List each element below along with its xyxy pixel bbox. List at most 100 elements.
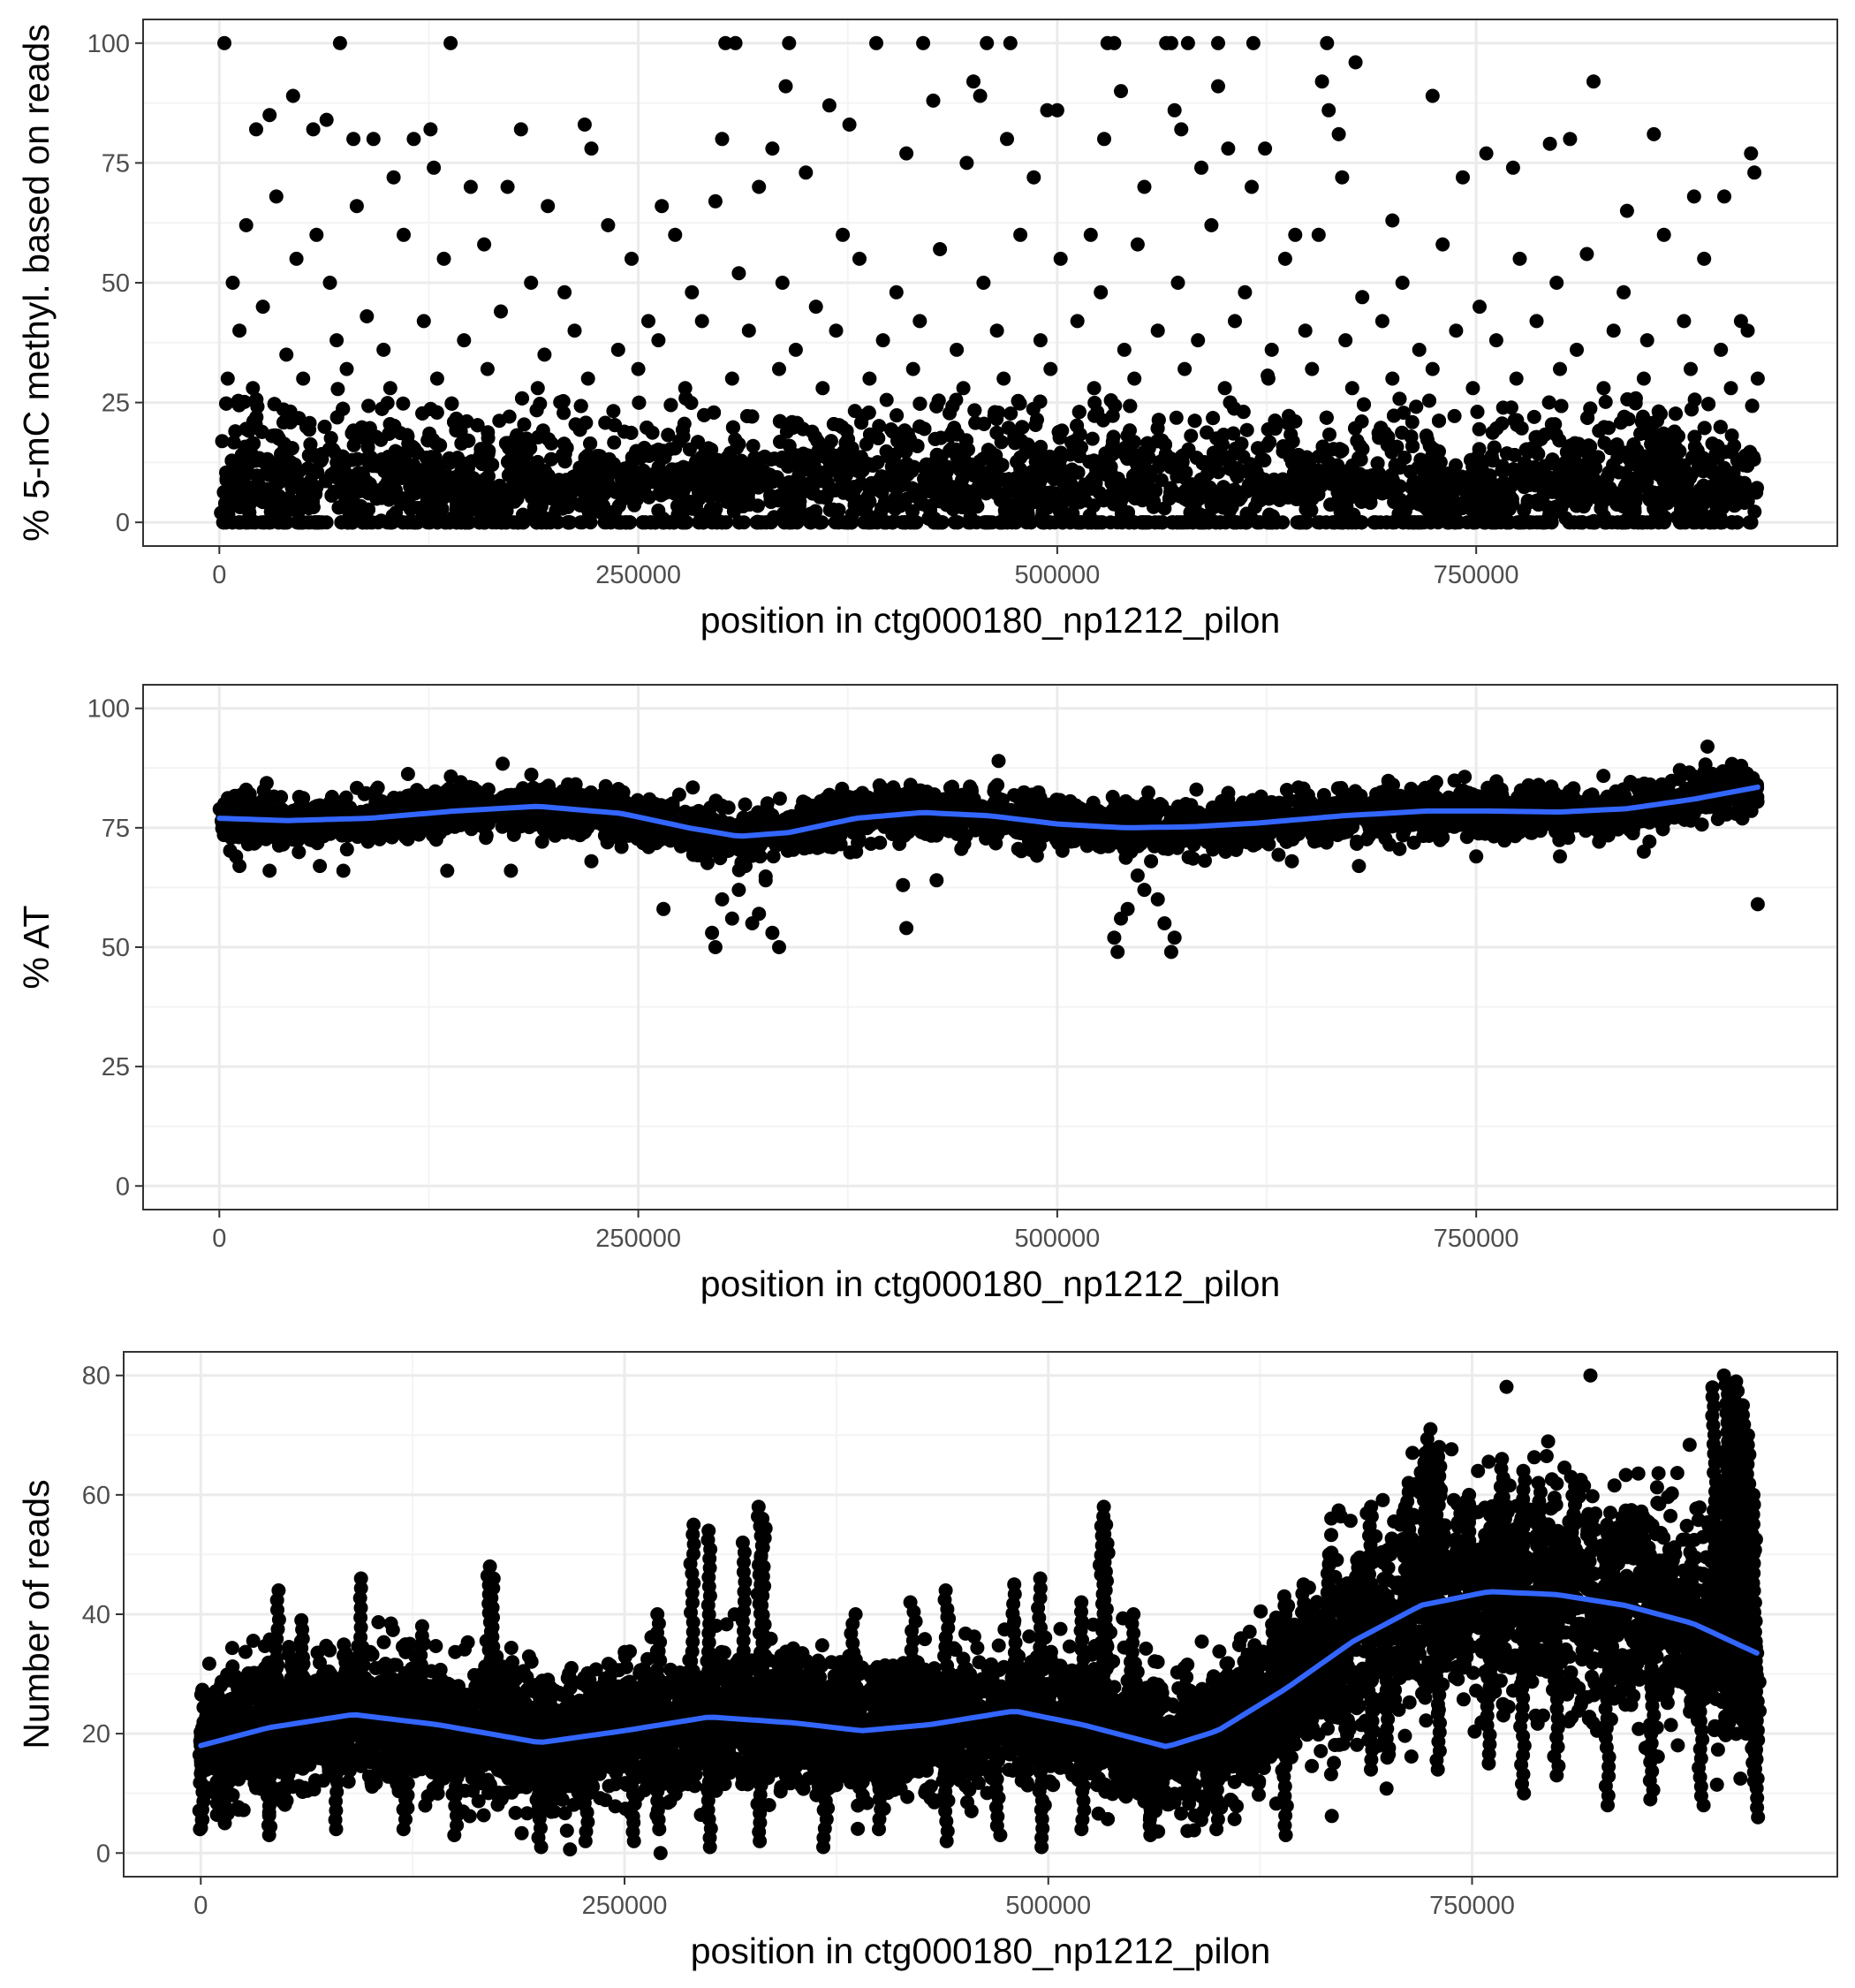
data-point bbox=[1696, 478, 1711, 493]
data-point bbox=[749, 477, 764, 492]
data-point bbox=[1208, 515, 1223, 530]
data-point bbox=[1726, 466, 1741, 481]
data-point bbox=[1616, 409, 1632, 424]
data-point bbox=[767, 510, 782, 525]
data-point bbox=[308, 487, 323, 502]
data-point bbox=[1223, 461, 1238, 476]
data-point bbox=[1487, 515, 1502, 530]
data-point bbox=[1069, 433, 1084, 448]
data-point bbox=[910, 438, 925, 453]
data-point bbox=[415, 406, 430, 421]
data-point bbox=[1123, 398, 1138, 414]
data-point bbox=[330, 382, 345, 397]
data-point bbox=[1008, 436, 1023, 451]
data-point bbox=[950, 479, 965, 494]
data-point bbox=[640, 421, 655, 435]
data-point bbox=[624, 425, 639, 440]
data-point bbox=[1425, 442, 1440, 457]
data-point bbox=[1239, 422, 1254, 437]
data-point bbox=[1495, 400, 1510, 415]
data-point bbox=[1599, 515, 1614, 530]
data-point bbox=[1548, 417, 1563, 432]
data-point bbox=[444, 396, 459, 411]
data-point bbox=[635, 515, 650, 530]
data-point bbox=[704, 466, 719, 481]
data-point bbox=[1200, 467, 1215, 482]
data-point bbox=[283, 404, 298, 419]
data-point bbox=[844, 515, 859, 530]
data-point bbox=[534, 508, 549, 523]
data-point bbox=[879, 392, 894, 407]
data-point bbox=[1165, 515, 1180, 530]
data-point bbox=[772, 414, 787, 429]
data-point bbox=[1200, 425, 1215, 440]
data-point bbox=[379, 458, 394, 473]
data-point bbox=[1438, 485, 1452, 500]
data-point bbox=[355, 467, 370, 482]
data-point bbox=[831, 503, 846, 518]
data-point bbox=[481, 430, 496, 445]
data-point bbox=[249, 468, 264, 483]
data-point bbox=[1355, 442, 1370, 457]
data-point bbox=[573, 398, 588, 414]
data-point bbox=[215, 434, 230, 449]
data-point bbox=[1298, 515, 1314, 530]
data-point bbox=[1248, 481, 1263, 495]
data-point bbox=[855, 463, 870, 478]
data-point bbox=[1082, 454, 1097, 469]
data-point bbox=[1697, 421, 1712, 436]
data-point bbox=[556, 406, 572, 421]
data-point bbox=[1669, 463, 1684, 478]
data-point bbox=[362, 421, 377, 436]
data-point bbox=[1086, 498, 1101, 513]
data-point bbox=[692, 515, 707, 530]
data-point bbox=[742, 497, 757, 512]
data-point bbox=[598, 512, 613, 527]
data-point bbox=[1009, 484, 1024, 499]
data-point bbox=[763, 495, 778, 509]
data-point bbox=[1226, 426, 1241, 441]
data-point bbox=[890, 408, 905, 423]
data-point bbox=[1633, 468, 1648, 483]
data-point bbox=[1629, 489, 1644, 505]
data-point bbox=[1065, 506, 1080, 521]
data-point bbox=[1011, 393, 1026, 408]
data-point bbox=[1747, 505, 1762, 520]
data-point bbox=[237, 468, 252, 483]
data-point bbox=[1118, 482, 1133, 497]
data-point bbox=[870, 455, 885, 470]
data-point bbox=[1255, 451, 1270, 467]
data-point bbox=[1184, 429, 1199, 444]
data-point bbox=[1485, 453, 1500, 468]
data-point bbox=[682, 494, 697, 509]
data-point bbox=[1052, 500, 1067, 515]
data-point bbox=[746, 438, 761, 453]
data-point bbox=[731, 436, 746, 451]
data-point bbox=[725, 420, 740, 435]
data-point bbox=[1283, 427, 1298, 442]
data-point bbox=[1348, 421, 1362, 436]
data-point bbox=[730, 467, 745, 482]
data-point bbox=[912, 396, 928, 411]
data-point bbox=[1169, 410, 1184, 425]
data-point bbox=[1388, 458, 1403, 473]
data-point bbox=[502, 409, 517, 424]
data-point bbox=[408, 515, 423, 530]
data-point bbox=[1447, 408, 1462, 423]
data-point bbox=[912, 419, 928, 434]
data-point bbox=[600, 465, 615, 480]
data-point bbox=[1633, 426, 1648, 441]
data-point bbox=[1024, 486, 1039, 501]
data-point bbox=[1569, 498, 1584, 513]
data-point bbox=[1059, 484, 1074, 499]
data-point bbox=[745, 409, 760, 424]
data-point bbox=[1687, 439, 1702, 454]
data-point bbox=[993, 489, 1008, 504]
data-point bbox=[1494, 489, 1509, 505]
data-point bbox=[893, 498, 908, 513]
data-point bbox=[1724, 428, 1739, 443]
data-point bbox=[265, 429, 279, 444]
data-point bbox=[871, 431, 886, 445]
data-point bbox=[885, 424, 900, 439]
data-point bbox=[529, 403, 544, 418]
